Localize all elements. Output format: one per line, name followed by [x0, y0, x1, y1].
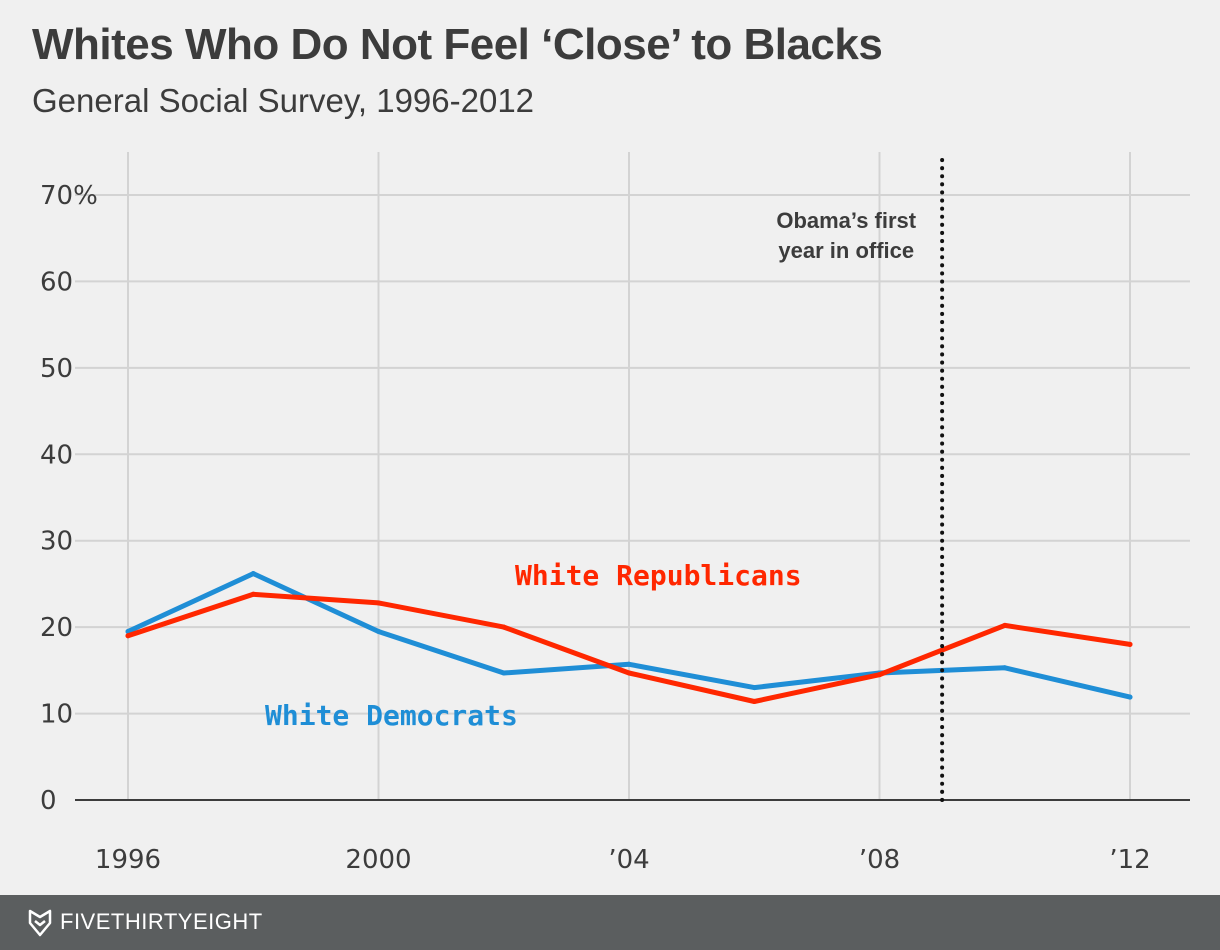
data-point: [626, 661, 632, 667]
chart-title: Whites Who Do Not Feel ‘Close’ to Blacks: [32, 20, 883, 69]
y-tick-label: 20: [40, 613, 73, 643]
x-tick-label: ’04: [608, 845, 649, 875]
data-point: [751, 698, 757, 704]
line-chart: 0 10 20 30 40 50 60 70% 1996 2000 ’04 ’08 ’12 White …: [40, 152, 1190, 875]
annotation-text: Obama’s first: [776, 208, 916, 233]
x-tick-label: 2000: [345, 845, 411, 875]
grid-layer: 0 10 20 30 40 50 60 70% 1996 2000 ’04 ’08 ’12: [40, 152, 1190, 875]
y-tick-label: 10: [40, 700, 73, 730]
data-point: [250, 591, 256, 597]
footer-brand: FIVETHIRTYEIGHT: [60, 909, 263, 934]
data-point: [125, 633, 131, 639]
data-point: [501, 624, 507, 630]
annotation-text: year in office: [778, 238, 914, 263]
data-point: [250, 571, 256, 577]
x-tick-label: ’08: [859, 845, 900, 875]
data-point: [1127, 641, 1133, 647]
data-point: [1002, 665, 1008, 671]
data-point: [751, 685, 757, 691]
y-tick-label: 30: [40, 527, 73, 557]
data-point: [626, 670, 632, 676]
series-layer: White Democrats White Republicans: [125, 559, 1133, 732]
chart-subtitle: General Social Survey, 1996-2012: [32, 82, 535, 119]
x-tick-label: ’12: [1109, 845, 1150, 875]
y-tick-label: 60: [40, 267, 73, 297]
data-point: [1002, 622, 1008, 628]
y-tick-label: 40: [40, 440, 73, 470]
series-label: White Republicans: [515, 559, 802, 592]
fivethirtyeight-fox-icon: [28, 909, 52, 937]
data-point: [1127, 694, 1133, 700]
data-point: [877, 672, 882, 678]
y-tick-label: 0: [40, 786, 57, 816]
data-point: [125, 628, 131, 634]
footer-bar: FIVETHIRTYEIGHT: [0, 895, 1220, 950]
y-tick-label: 70%: [40, 181, 98, 211]
data-point: [376, 600, 381, 606]
data-point: [501, 670, 507, 676]
x-tick-label: 1996: [95, 845, 161, 875]
y-tick-label: 50: [40, 354, 73, 384]
series-label: White Democrats: [265, 699, 518, 732]
annotation-layer: Obama’s first year in office: [776, 158, 945, 802]
data-point: [376, 628, 381, 634]
